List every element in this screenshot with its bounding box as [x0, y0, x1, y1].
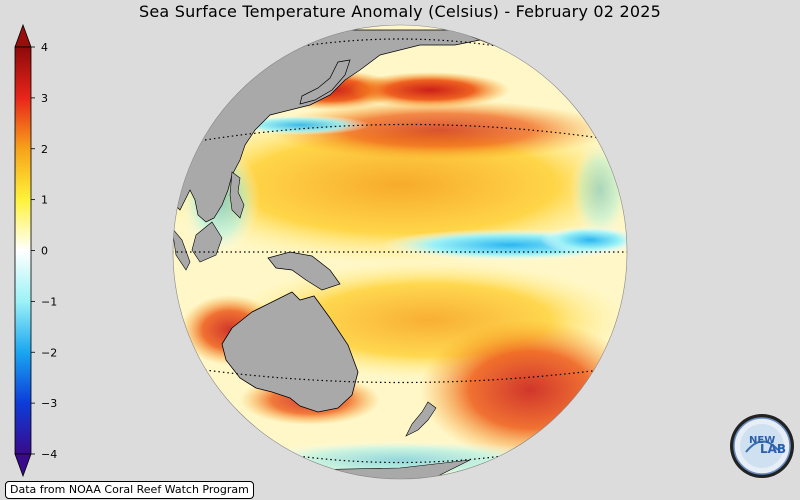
land-philippines — [229, 171, 245, 219]
colorbar-extend-bottom — [14, 453, 32, 478]
graticule-line — [289, 454, 511, 464]
map-title: Sea Surface Temperature Anomaly (Celsius… — [139, 2, 661, 21]
logo-text-left: NEW — [749, 435, 775, 446]
data-credit-label: Data from NOAA Coral Reef Watch Program — [5, 481, 254, 499]
colorbar-tick-label: 0 — [41, 245, 48, 258]
colorbar: 4 3 2 1 0 −1 −2 −3 −4 — [14, 23, 57, 478]
land-australia — [221, 291, 359, 413]
colorbar-tick-label: 3 — [41, 92, 48, 105]
colorbar-tick-label: −1 — [41, 295, 57, 308]
graticule-line — [289, 38, 511, 49]
land-new-zealand — [405, 401, 437, 437]
graticule-line — [204, 123, 601, 141]
colorbar-tick-label: −3 — [41, 397, 57, 410]
globe-outline — [172, 24, 628, 480]
land-new-guinea — [267, 251, 341, 291]
logo-text-right: LAB — [760, 442, 786, 456]
nexlab-logo-icon: NEW LAB — [730, 414, 794, 478]
graticule-line — [204, 369, 601, 384]
colorbar-tick-label: 1 — [41, 194, 48, 207]
colorbar-tick-label: 2 — [41, 143, 48, 156]
colorbar-tick-label: −4 — [41, 448, 57, 461]
colorbar-tick-label: 4 — [41, 41, 48, 54]
colorbar-ticks: 4 3 2 1 0 −1 −2 −3 −4 — [31, 41, 57, 461]
colorbar-tick-label: −2 — [41, 346, 57, 359]
land-japan — [299, 59, 351, 105]
land-sumatra — [173, 226, 191, 271]
